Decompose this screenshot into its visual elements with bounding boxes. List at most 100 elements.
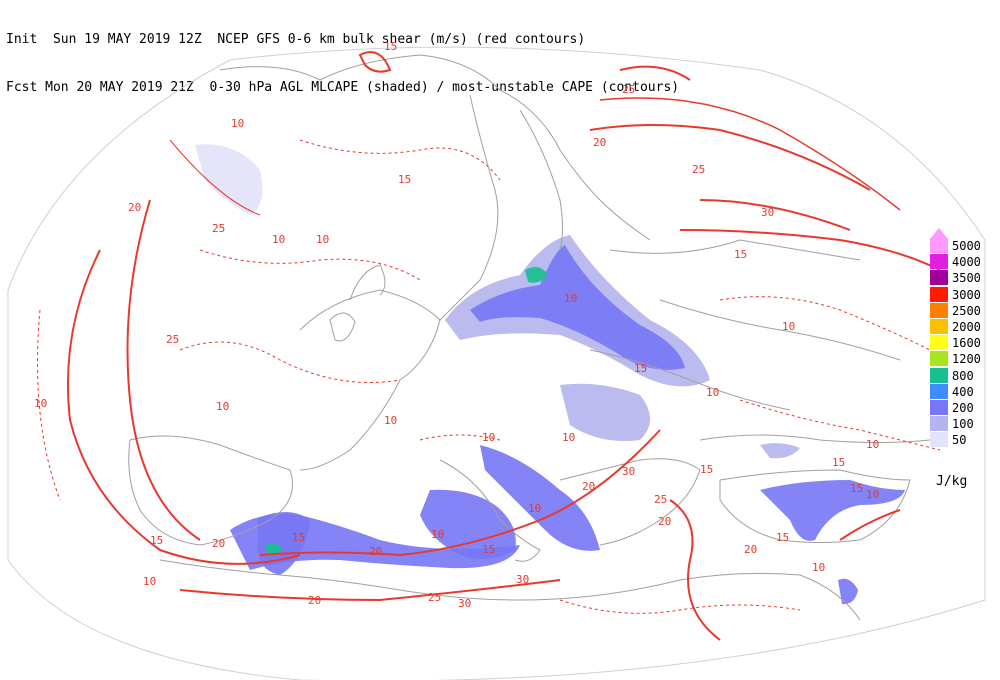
shear-contours (37, 51, 941, 641)
contour-label: 15 (634, 362, 647, 375)
contour-label: 30 (761, 206, 774, 219)
contour-label: 10 (528, 502, 541, 515)
map-title: Init Sun 19 MAY 2019 12Z NCEP GFS 0-6 km… (6, 0, 679, 112)
legend-arrow (930, 228, 948, 239)
contour-label: 15 (832, 456, 845, 469)
cape-area-baltic-inner (470, 245, 685, 370)
contour-label: 30 (516, 573, 529, 586)
contour-label: 10 (384, 414, 397, 427)
legend-item: 1200 (928, 351, 998, 367)
contour-label: 10 (316, 233, 329, 246)
contour-label: 15 (850, 482, 863, 495)
legend-label: 2500 (952, 303, 981, 318)
cape-area-turkey (760, 480, 905, 541)
legend-label: 100 (952, 417, 974, 432)
legend-label: 2000 (952, 320, 981, 334)
legend-swatch (930, 351, 948, 367)
cape-area-poland (560, 383, 650, 441)
cape-area-black-sea (760, 443, 800, 459)
legend-item: 50 (928, 432, 998, 448)
legend-swatch (930, 254, 948, 270)
legend-item: 3500 (928, 270, 998, 286)
cape-area-norwegian-sea (195, 144, 263, 215)
shear-contour-labels: 15 25 20 25 30 15 10 10 20 25 25 10 10 1… (34, 40, 879, 610)
contour-label: 10 (143, 575, 156, 588)
legend-swatch (930, 319, 948, 334)
contour-label: 20 (744, 543, 757, 556)
legend-swatch (930, 400, 948, 415)
contour-label: 20 (582, 480, 595, 493)
legend-swatch (930, 286, 948, 302)
cape-area-baltic-core (525, 266, 548, 283)
contour-label: 20 (593, 136, 606, 149)
contour-label: 10 (231, 117, 244, 130)
contour-label: 30 (458, 597, 471, 610)
cape-area-italy-north (420, 489, 516, 559)
contour-label: 10 (562, 431, 575, 444)
cape-area-hungary (480, 445, 600, 551)
contour-label: 10 (706, 386, 719, 399)
contour-label: 15 (700, 463, 713, 476)
legend-label: 5000 (952, 239, 981, 253)
contour-label: 10 (812, 561, 825, 574)
contour-label: 20 (308, 594, 321, 607)
contour-label: 15 (734, 248, 747, 261)
legend-units: J/kg (936, 474, 968, 489)
contour-label: 10 (216, 400, 229, 413)
cape-shading (195, 144, 905, 605)
contour-label: 20 (658, 515, 671, 528)
contour-label: 15 (398, 173, 411, 186)
contour-label: 25 (212, 222, 225, 235)
legend-swatch (930, 238, 948, 253)
legend-label: 1200 (952, 352, 981, 367)
contour-label: 10 (272, 233, 285, 246)
title-line-forecast: Fcst Mon 20 MAY 2019 21Z 0-30 hPa AGL ML… (6, 80, 680, 95)
legend-label: 400 (952, 384, 974, 399)
legend-item: 200 (928, 400, 998, 416)
cape-area-iberia-east (257, 511, 310, 575)
legend-item: 800 (928, 367, 998, 384)
legend-swatch (930, 416, 948, 432)
contour-label: 10 (866, 438, 879, 451)
legend-item: 2500 (928, 302, 998, 319)
contour-label: 15 (292, 531, 305, 544)
legend-label: 3500 (952, 271, 981, 286)
contour-label: 25 (692, 163, 705, 176)
legend-swatch (930, 432, 948, 448)
cape-area-levant (838, 578, 858, 605)
contour-label: 15 (482, 543, 495, 556)
legend-swatch (930, 302, 948, 318)
contour-label: 20 (128, 201, 141, 214)
contour-label: 25 (622, 83, 635, 96)
contour-label: 10 (482, 431, 495, 444)
legend-item: 1600 (928, 335, 998, 351)
map-boundary (7, 46, 986, 680)
legend-item: 5000 (928, 238, 998, 254)
contour-label: 10 (564, 292, 577, 305)
contour-label: 20 (212, 537, 225, 550)
legend-item: 400 (928, 383, 998, 400)
legend-label: 800 (952, 368, 974, 383)
legend-label: 200 (952, 401, 974, 415)
legend-item: 100 (928, 416, 998, 432)
contour-label: 25 (428, 591, 441, 604)
legend-label: 3000 (952, 287, 981, 302)
legend-swatch (930, 383, 948, 399)
contour-label: 25 (654, 493, 667, 506)
legend-swatch (930, 270, 948, 286)
legend-item: 4000 (928, 254, 998, 270)
contour-label: 10 (431, 528, 444, 541)
legend-label: 50 (952, 433, 967, 448)
legend-swatch (930, 335, 948, 351)
legend-label: 4000 (952, 255, 981, 270)
contour-label: 30 (622, 465, 635, 478)
contour-label: 15 (150, 534, 163, 547)
legend-label: 1600 (952, 336, 981, 351)
contour-label: 10 (34, 397, 47, 410)
contour-label: 15 (384, 40, 397, 53)
title-line-init: Init Sun 19 MAY 2019 12Z NCEP GFS 0-6 km… (6, 32, 586, 47)
contour-label: 10 (782, 320, 795, 333)
legend-item: 2000 (928, 319, 998, 335)
legend-item: 3000 (928, 286, 998, 303)
